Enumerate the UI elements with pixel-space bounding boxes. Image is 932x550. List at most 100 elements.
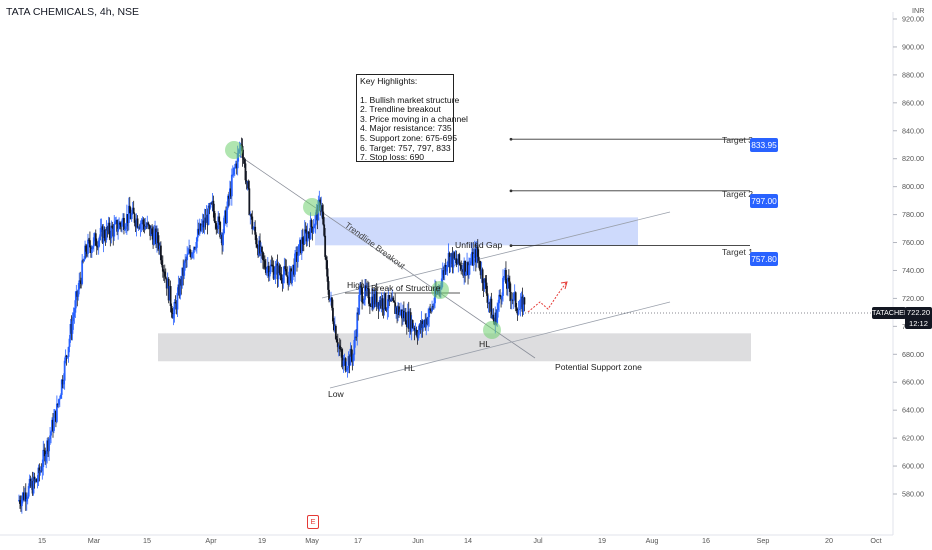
candle-body [468,265,470,276]
x-tick-label: May [305,536,319,545]
candle-body [221,234,224,246]
candle-body [257,247,259,256]
candle-body [164,276,167,279]
candle-body [201,220,204,226]
earnings-marker[interactable]: E [307,515,319,529]
candle-body [347,356,350,369]
candles [18,137,526,514]
candle-body [497,303,500,311]
candle-body [375,291,378,307]
candle-body [414,329,417,332]
candle-body [66,356,69,358]
candle-body [74,300,77,313]
symbol-price-tag: TATACHEM [872,307,910,319]
candle-body [430,309,432,312]
candle-body [212,200,215,211]
candle-body [253,226,256,229]
candle-body [59,394,62,399]
key-highlights-box[interactable]: Key Highlights: 1. Bullish market struct… [356,74,468,162]
candle-body [218,216,221,223]
candle-body [178,284,181,296]
candle-body [471,252,473,262]
candle-body [442,270,445,275]
candle-body [350,348,353,357]
x-tick-label: 19 [598,536,606,545]
candle-body [485,282,488,294]
candle-body [158,242,160,249]
candle-body [137,227,140,229]
target-2-badge[interactable]: 797.00 [750,194,778,208]
candle-body [282,274,285,284]
candle-body [367,287,369,289]
highlight-circle [303,198,321,216]
candle-body [119,222,121,225]
candle-body [311,227,314,233]
candle-body [82,260,85,262]
candle-body [112,227,115,237]
y-tick-label: 860.00 [902,98,924,107]
candle-body [37,467,40,482]
candle-body [457,254,460,265]
candle-body [208,205,211,208]
x-tick-label: Sep [757,536,770,545]
candle-body [263,260,266,268]
candle-body [460,264,463,270]
candle-body [297,255,299,262]
target-1-badge[interactable]: 757.80 [750,252,778,266]
candle-body [339,349,342,350]
candle-body [51,419,53,432]
candle-body [160,260,163,266]
candle-body [362,302,364,304]
candle-body [120,224,122,227]
candle-body [135,218,138,228]
candle-body [198,223,201,234]
candle-body [479,269,482,276]
y-tick-label: 580.00 [902,490,924,499]
target-3-label: Target 3 [722,135,754,145]
candle-body [511,299,514,301]
candle-body [148,224,151,226]
y-tick-label: 840.00 [902,126,924,135]
candle-body [422,323,425,329]
candle-body [510,299,513,301]
candle-body [398,306,400,315]
candle-body [230,174,233,197]
candle-body [470,261,472,264]
candle-body [83,259,85,262]
candle-body [489,298,492,304]
candle-body [189,249,191,254]
candle-body [320,205,323,211]
candle-body [152,234,155,245]
candle-body [344,358,347,371]
candle-body [190,253,192,258]
candle-body [169,286,172,306]
candle-body [392,297,395,301]
candle-body [335,338,338,343]
candle-body [170,305,173,313]
candle-body [43,449,46,451]
candle-body [232,167,235,175]
candle-body [476,246,479,257]
candle-body [314,215,317,226]
candle-body [370,296,373,307]
candle-body [217,216,220,230]
candle-body [358,294,361,315]
candle-body [336,342,339,348]
candle-body [345,370,348,371]
candle-body [484,278,487,283]
candle-body [515,307,518,311]
candle-body [477,256,480,261]
candle-body [27,486,30,497]
candle-body [519,299,522,309]
candle-body [213,210,216,222]
candle-body [34,479,37,482]
candle-body [177,284,180,293]
candle-body [327,276,329,290]
candle-body [147,222,150,225]
candle-body [86,251,88,254]
target-3-badge[interactable]: 833.95 [750,138,778,152]
x-tick-label: 17 [354,536,362,545]
candle-body [416,334,419,339]
candle-body [402,310,404,319]
